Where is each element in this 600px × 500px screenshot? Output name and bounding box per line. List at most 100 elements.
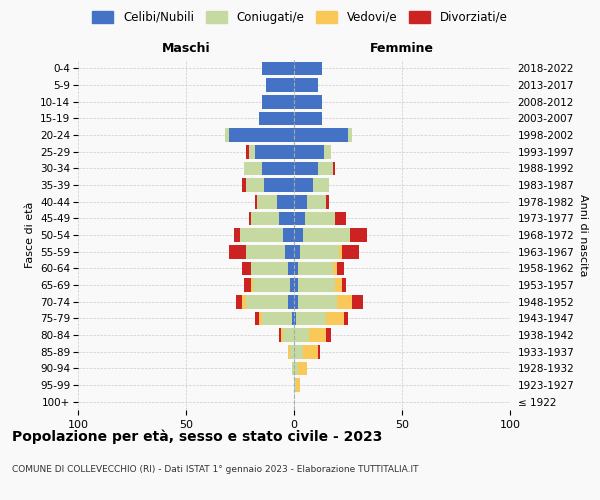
Bar [229,128,294,142]
Bar [242,262,251,275]
Bar [294,345,302,358]
Bar [344,312,348,325]
Bar [294,212,305,225]
Bar [294,328,309,342]
Bar [294,112,322,125]
Bar [335,278,341,292]
Bar [294,278,298,292]
Bar [326,328,331,342]
Bar [348,128,352,142]
Bar [255,195,257,208]
Bar [337,295,352,308]
Bar [290,345,294,358]
Bar [247,245,286,258]
Bar [326,312,344,325]
Legend: Celibi/Nubili, Coniugati/e, Vedovi/e, Divorziati/e: Celibi/Nubili, Coniugati/e, Vedovi/e, Di… [88,6,512,28]
Bar [340,245,341,258]
Bar [294,362,298,375]
Bar [337,262,344,275]
Bar [247,178,264,192]
Bar [309,328,326,342]
Bar [294,162,318,175]
Bar [259,312,262,325]
Bar [298,362,307,375]
Bar [292,312,294,325]
Text: COMUNE DI COLLEVECCHIO (RI) - Dati ISTAT 1° gennaio 2023 - Elaborazione TUTTITAL: COMUNE DI COLLEVECCHIO (RI) - Dati ISTAT… [12,465,419,474]
Bar [244,278,251,292]
Bar [294,128,348,142]
Bar [242,178,247,192]
Bar [294,145,324,158]
Bar [262,162,294,175]
Bar [255,312,259,325]
Bar [283,328,294,342]
Bar [302,345,318,358]
Bar [281,328,283,342]
Bar [251,212,279,225]
Bar [247,145,248,158]
Bar [313,178,329,192]
Bar [262,95,294,108]
Bar [253,278,290,292]
Bar [240,228,283,242]
Bar [229,245,247,258]
Bar [333,162,335,175]
Bar [296,312,326,325]
Bar [335,212,346,225]
Bar [298,278,335,292]
Bar [266,78,294,92]
Bar [294,78,318,92]
Bar [294,178,313,192]
Bar [279,212,294,225]
Bar [287,262,294,275]
Bar [251,262,287,275]
Bar [242,295,247,308]
Bar [248,145,255,158]
Bar [279,328,281,342]
Bar [233,228,240,242]
Bar [287,295,294,308]
Bar [262,62,294,75]
Text: Maschi: Maschi [161,42,211,55]
Bar [294,245,301,258]
Bar [294,312,296,325]
Bar [294,262,298,275]
Bar [341,245,359,258]
Y-axis label: Anni di nascita: Anni di nascita [578,194,588,276]
Bar [350,228,367,242]
Bar [341,278,346,292]
Bar [326,195,329,208]
Bar [257,195,277,208]
Bar [294,228,302,242]
Bar [292,362,294,375]
Bar [294,95,322,108]
Bar [298,262,333,275]
Bar [251,278,253,292]
Bar [318,162,333,175]
Bar [294,195,307,208]
Bar [264,178,294,192]
Bar [298,295,337,308]
Bar [248,212,251,225]
Bar [302,228,350,242]
Bar [305,212,335,225]
Bar [301,245,340,258]
Bar [262,312,292,325]
Text: Popolazione per età, sesso e stato civile - 2023: Popolazione per età, sesso e stato civil… [12,430,382,444]
Bar [277,195,294,208]
Bar [307,195,326,208]
Bar [324,145,331,158]
Bar [294,295,298,308]
Bar [225,128,229,142]
Bar [236,295,242,308]
Bar [259,112,294,125]
Bar [287,345,290,358]
Y-axis label: Fasce di età: Fasce di età [25,202,35,268]
Bar [296,378,301,392]
Bar [255,145,294,158]
Bar [352,295,363,308]
Bar [294,378,296,392]
Bar [247,295,287,308]
Bar [283,228,294,242]
Bar [286,245,294,258]
